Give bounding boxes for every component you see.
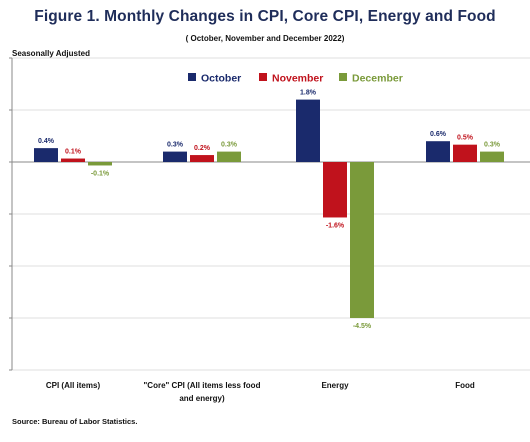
data-label: -0.1% (91, 170, 110, 177)
bar-october (426, 141, 450, 162)
bar-october (34, 148, 58, 162)
data-label: 0.6% (430, 131, 447, 138)
legend-label-november: November (272, 73, 323, 85)
category-label: Food (455, 381, 475, 390)
bar-november (190, 155, 214, 162)
bar-october (163, 151, 187, 162)
bar-december (217, 151, 241, 162)
legend: October November December (188, 73, 403, 85)
bar-december (480, 151, 504, 162)
bar-october (296, 99, 320, 162)
data-label: 0.2% (194, 145, 211, 152)
category-label: "Core" CPI (All items less food (144, 381, 261, 390)
data-label: -4.5% (353, 323, 372, 330)
data-labels: 0.4% 0.1% -0.1% 0.3% 0.2% 0.3% 1.8% -1.6% -4.5% 0… (38, 90, 501, 330)
bar-december (88, 162, 112, 166)
chart-title: Figure 1. Monthly Changes in CPI, Core C… (34, 8, 496, 25)
legend-swatch-december (339, 73, 347, 81)
bar-december (350, 162, 374, 318)
data-label: 0.3% (167, 142, 184, 149)
chart-subtitle: ( October, November and December 2022) (185, 34, 345, 43)
bars (34, 99, 504, 318)
source-note: Source: Bureau of Labor Statistics. (12, 417, 138, 426)
category-labels: CPI (All items) "Core" CPI (All items les… (46, 381, 475, 403)
category-label: and energy) (179, 394, 225, 403)
gridlines (9, 57, 530, 371)
data-label: 0.3% (221, 142, 238, 149)
legend-label-october: October (201, 73, 241, 85)
data-label: -1.6% (326, 222, 345, 229)
data-label: 0.3% (484, 142, 501, 149)
category-label: CPI (All items) (46, 381, 101, 390)
seasonally-adjusted-note: Seasonally Adjusted (12, 49, 90, 58)
legend-label-december: December (352, 73, 403, 85)
data-label: 0.5% (457, 135, 474, 142)
legend-swatch-november (259, 73, 267, 81)
bar-november (61, 158, 85, 162)
data-label: 0.1% (65, 149, 82, 156)
data-label: 0.4% (38, 138, 55, 145)
bar-november (453, 144, 477, 162)
data-label: 1.8% (300, 90, 317, 97)
bar-november (323, 162, 347, 218)
category-label: Energy (321, 381, 349, 390)
legend-swatch-october (188, 73, 196, 81)
